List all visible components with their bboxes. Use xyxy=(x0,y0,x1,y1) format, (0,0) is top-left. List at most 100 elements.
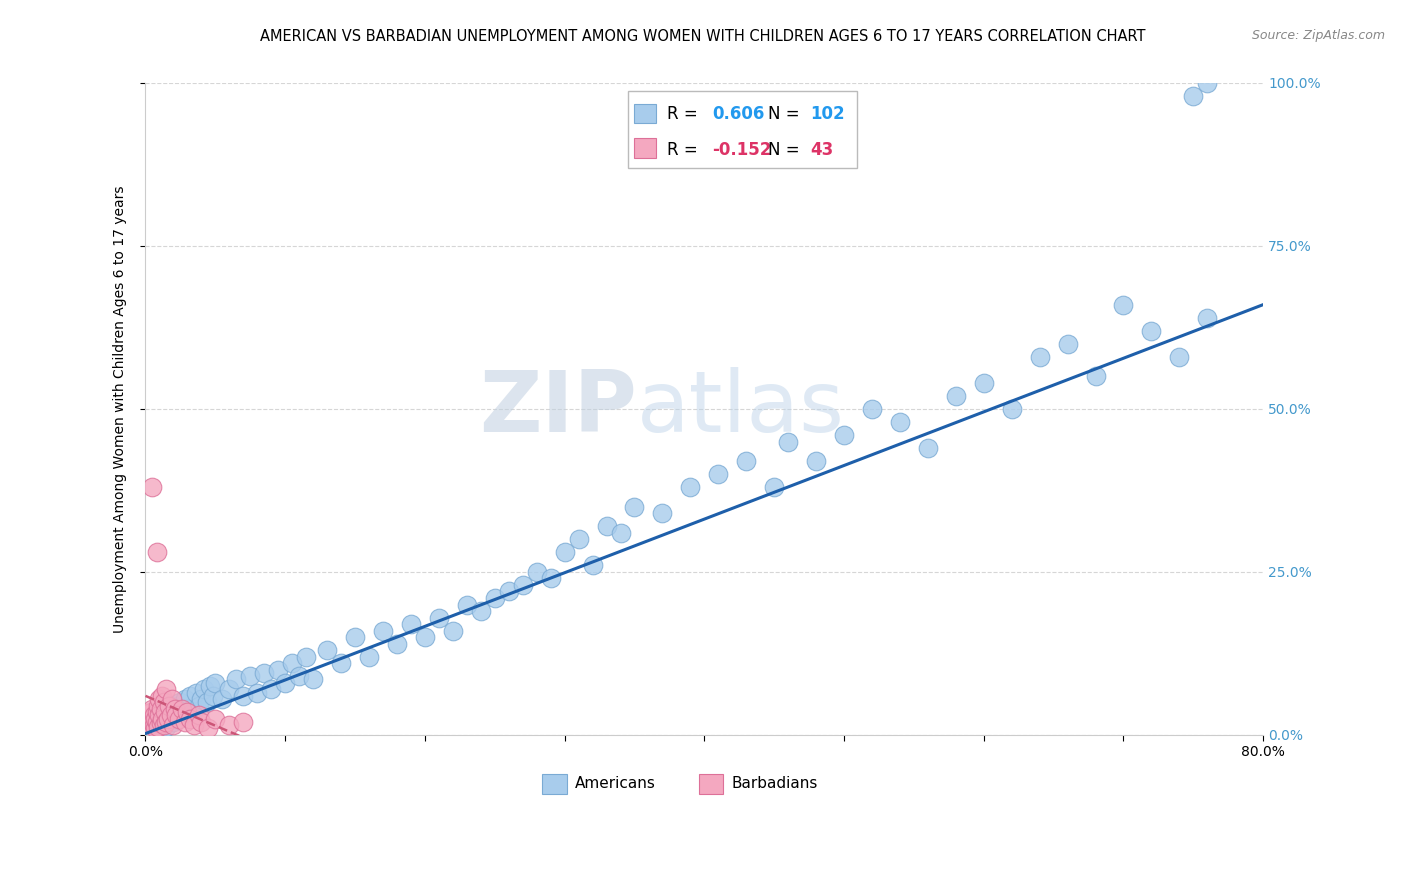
Point xyxy=(181,705,204,719)
Point xyxy=(211,692,233,706)
Point xyxy=(183,718,205,732)
Point xyxy=(176,702,198,716)
Point xyxy=(148,714,170,729)
Point xyxy=(148,708,170,723)
Point xyxy=(1056,336,1078,351)
Point xyxy=(316,643,339,657)
Point xyxy=(166,712,188,726)
Point xyxy=(184,685,207,699)
Point xyxy=(427,610,450,624)
Point xyxy=(145,705,167,719)
Point xyxy=(155,714,177,728)
Point xyxy=(1084,369,1107,384)
Point xyxy=(581,558,603,573)
Point xyxy=(187,698,209,713)
Text: Source: ZipAtlas.com: Source: ZipAtlas.com xyxy=(1251,29,1385,42)
Point xyxy=(288,669,311,683)
Text: Barbadians: Barbadians xyxy=(731,776,817,791)
Text: Americans: Americans xyxy=(575,776,655,791)
Bar xyxy=(634,103,657,123)
Point xyxy=(157,698,180,713)
Point xyxy=(441,624,464,638)
Point xyxy=(595,519,617,533)
Point xyxy=(267,663,290,677)
Point xyxy=(148,692,170,706)
Point xyxy=(145,545,167,559)
Point xyxy=(917,441,939,455)
Point xyxy=(142,708,165,723)
Point xyxy=(232,689,254,703)
Point xyxy=(148,705,170,719)
Point xyxy=(146,698,169,713)
Point xyxy=(160,702,183,716)
Point xyxy=(385,637,408,651)
Point xyxy=(146,712,169,726)
Point xyxy=(1168,350,1191,364)
Text: 0.606: 0.606 xyxy=(713,104,765,122)
Point xyxy=(707,467,730,482)
Point xyxy=(160,692,183,706)
Point xyxy=(679,480,702,494)
Text: 43: 43 xyxy=(810,141,834,159)
Point xyxy=(623,500,645,514)
Point xyxy=(190,714,212,729)
Point xyxy=(413,630,436,644)
Point xyxy=(149,702,172,716)
Point xyxy=(1182,89,1205,103)
Point xyxy=(170,708,193,723)
Point xyxy=(150,720,173,734)
Point xyxy=(179,712,201,726)
Point xyxy=(165,698,187,713)
Point xyxy=(155,720,177,734)
Point xyxy=(152,695,174,709)
Point xyxy=(198,679,221,693)
Point xyxy=(141,702,163,716)
Point xyxy=(218,682,240,697)
Point xyxy=(225,673,247,687)
Point xyxy=(357,649,380,664)
Point xyxy=(141,480,163,494)
Point xyxy=(150,689,173,703)
Point xyxy=(239,669,262,683)
Point xyxy=(149,718,172,732)
Point xyxy=(193,682,215,697)
Point xyxy=(344,630,367,644)
Point xyxy=(330,656,353,670)
Point xyxy=(735,454,758,468)
Point xyxy=(201,689,224,703)
FancyBboxPatch shape xyxy=(628,91,858,168)
Point xyxy=(484,591,506,605)
Point xyxy=(142,718,165,732)
Y-axis label: Unemployment Among Women with Children Ages 6 to 17 years: Unemployment Among Women with Children A… xyxy=(114,186,128,632)
Point xyxy=(190,692,212,706)
Point xyxy=(167,705,190,719)
Point xyxy=(302,673,325,687)
Point xyxy=(1001,401,1024,416)
Point xyxy=(554,545,576,559)
Point xyxy=(778,434,800,449)
Point xyxy=(169,695,191,709)
Point xyxy=(153,705,176,719)
Point xyxy=(145,708,167,723)
Point xyxy=(187,708,209,723)
Point xyxy=(1197,76,1219,90)
Point xyxy=(143,712,166,726)
Point xyxy=(157,705,180,719)
Point xyxy=(153,712,176,726)
Point xyxy=(156,708,179,723)
Point xyxy=(139,705,162,719)
Point xyxy=(1112,297,1135,311)
Text: 102: 102 xyxy=(810,104,845,122)
Point xyxy=(651,506,673,520)
Point xyxy=(152,718,174,732)
Text: AMERICAN VS BARBADIAN UNEMPLOYMENT AMONG WOMEN WITH CHILDREN AGES 6 TO 17 YEARS : AMERICAN VS BARBADIAN UNEMPLOYMENT AMONG… xyxy=(260,29,1146,44)
Point xyxy=(142,718,165,732)
Text: -0.152: -0.152 xyxy=(713,141,772,159)
Point xyxy=(1197,310,1219,325)
Point xyxy=(253,665,276,680)
Point xyxy=(139,718,162,732)
Point xyxy=(399,617,422,632)
Point xyxy=(176,705,198,719)
Point xyxy=(163,708,186,723)
Point xyxy=(218,718,240,732)
